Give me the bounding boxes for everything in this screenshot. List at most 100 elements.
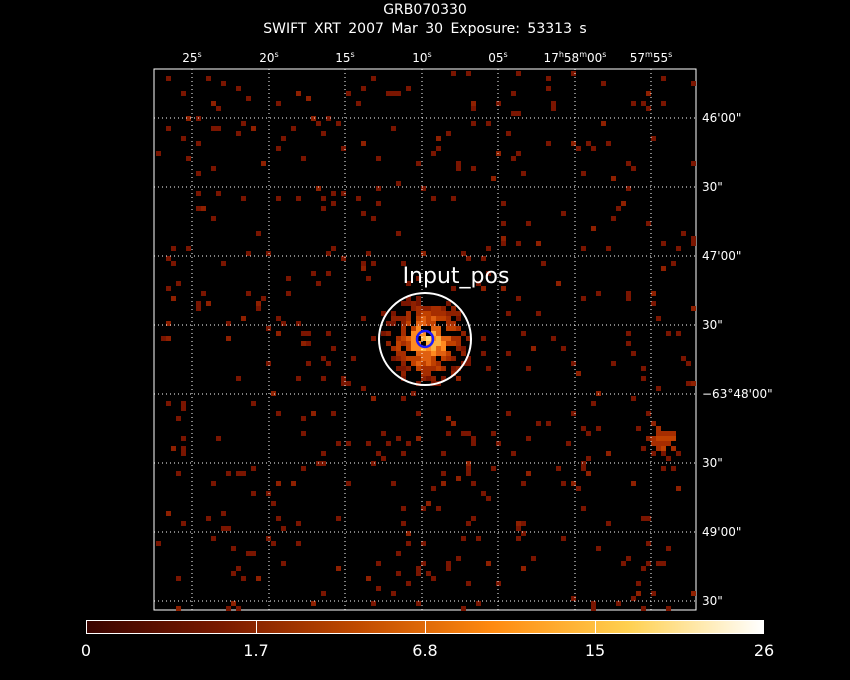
count-pixel: [306, 361, 311, 366]
count-pixel: [616, 601, 621, 606]
count-pixel: [171, 246, 176, 251]
count-pixel: [646, 106, 651, 111]
count-pixel: [236, 86, 241, 91]
count-pixel: [236, 471, 241, 476]
count-pixel: [646, 91, 651, 96]
count-pixel: [546, 141, 551, 146]
count-pixel: [416, 276, 421, 281]
count-pixel: [211, 126, 216, 131]
count-pixel: [666, 441, 671, 446]
count-pixel: [406, 296, 411, 301]
count-pixel: [651, 136, 656, 141]
count-pixel: [626, 331, 631, 336]
count-pixel: [426, 321, 431, 326]
count-pixel: [501, 221, 506, 226]
ra-tick-label: 25s: [182, 50, 202, 65]
count-pixel: [416, 361, 421, 366]
count-pixel: [406, 346, 411, 351]
count-pixel: [661, 436, 666, 441]
count-pixel: [521, 481, 526, 486]
count-pixel: [406, 316, 411, 321]
count-pixel: [381, 456, 386, 461]
count-pixel: [421, 361, 426, 366]
count-pixel: [411, 341, 416, 346]
count-pixel: [436, 306, 441, 311]
count-pixel: [241, 196, 246, 201]
count-pixel: [641, 101, 646, 106]
count-pixel: [426, 366, 431, 371]
count-pixel: [691, 81, 696, 86]
count-pixel: [206, 76, 211, 81]
count-pixel: [431, 151, 436, 156]
count-pixel: [641, 516, 646, 521]
count-pixel: [426, 336, 431, 341]
count-pixel: [321, 196, 326, 201]
image-title: GRB070330: [383, 2, 467, 18]
count-pixel: [361, 86, 366, 91]
count-pixel: [396, 356, 401, 361]
count-pixel: [486, 496, 491, 501]
count-pixel: [366, 441, 371, 446]
count-pixel: [391, 481, 396, 486]
count-pixel: [251, 126, 256, 131]
count-pixel: [416, 366, 421, 371]
count-pixel: [361, 211, 366, 216]
count-pixel: [161, 336, 166, 341]
count-pixel: [631, 396, 636, 401]
count-pixel: [431, 351, 436, 356]
region-label: Input_pos: [403, 264, 510, 289]
count-pixel: [156, 151, 161, 156]
count-pixel: [486, 246, 491, 251]
count-pixel: [226, 471, 231, 476]
count-pixel: [276, 101, 281, 106]
ra-tick-label: 57m55s: [629, 50, 673, 65]
count-pixel: [666, 456, 671, 461]
count-pixel: [581, 466, 586, 471]
count-pixel: [186, 116, 191, 121]
count-pixel: [166, 401, 171, 406]
count-pixel: [416, 306, 421, 311]
count-pixel: [361, 316, 366, 321]
count-pixel: [451, 286, 456, 291]
count-pixel: [646, 541, 651, 546]
count-pixel: [471, 121, 476, 126]
count-pixel: [541, 261, 546, 266]
count-pixel: [406, 581, 411, 586]
count-pixel: [416, 316, 421, 321]
count-pixel: [176, 281, 181, 286]
count-pixel: [581, 171, 586, 176]
count-pixel: [606, 521, 611, 526]
count-pixel: [411, 391, 416, 396]
count-pixel: [411, 326, 416, 331]
count-pixel: [331, 191, 336, 196]
count-pixel: [371, 396, 376, 401]
count-pixel: [536, 311, 541, 316]
count-pixel: [501, 286, 506, 291]
count-pixel: [386, 441, 391, 446]
count-pixel: [631, 166, 636, 171]
count-pixel: [586, 141, 591, 146]
count-pixel: [311, 271, 316, 276]
count-pixel: [401, 396, 406, 401]
count-pixel: [451, 306, 456, 311]
count-pixel: [511, 156, 516, 161]
count-pixel: [456, 366, 461, 371]
count-pixel: [626, 291, 631, 296]
count-pixel: [426, 361, 431, 366]
count-pixel: [401, 261, 406, 266]
count-pixel: [471, 516, 476, 521]
count-pixel: [241, 316, 246, 321]
count-pixel: [641, 366, 646, 371]
count-pixel: [346, 481, 351, 486]
count-pixel: [646, 411, 651, 416]
count-pixel: [416, 311, 421, 316]
dec-tick-label: 30": [702, 594, 723, 608]
count-pixel: [371, 216, 376, 221]
count-pixel: [571, 141, 576, 146]
count-pixel: [651, 451, 656, 456]
count-pixel: [276, 331, 281, 336]
count-pixel: [546, 86, 551, 91]
count-pixel: [166, 286, 171, 291]
count-pixel: [176, 471, 181, 476]
